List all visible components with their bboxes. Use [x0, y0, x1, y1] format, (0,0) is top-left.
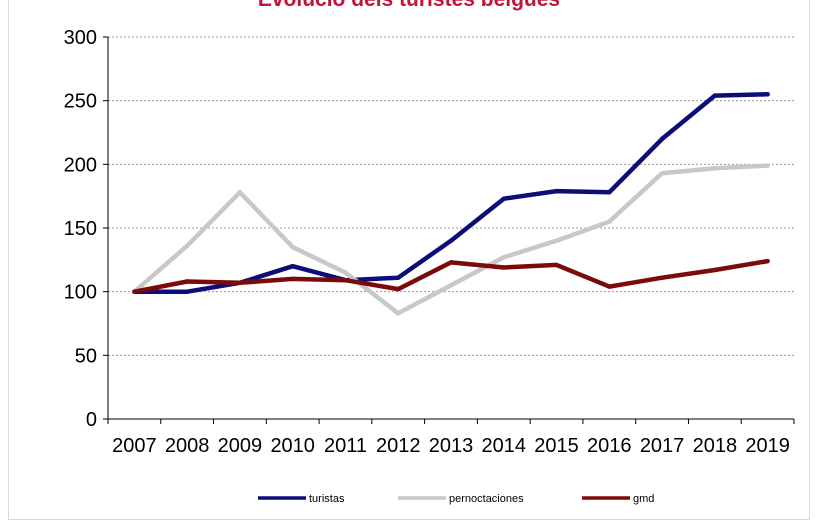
data-point-turistas — [712, 93, 718, 98]
x-tick-label: 2019 — [745, 435, 790, 457]
series-lines — [132, 92, 770, 316]
y-tick-label: 200 — [64, 154, 97, 176]
x-tick-label: 2018 — [693, 435, 738, 457]
legend-label-gmd: gmd — [633, 493, 654, 505]
data-point-gmd — [765, 258, 770, 264]
data-point-pernoctaciones — [290, 244, 295, 250]
legend-label-turistas: turistas — [309, 493, 345, 505]
y-tick-label: 250 — [64, 91, 97, 113]
axes: 0 50 100 150 200 250 300 2007 2008 2009 2010 2011 20… — [64, 27, 795, 457]
data-point-turistas — [501, 196, 506, 201]
data-point-gmd — [607, 284, 612, 289]
legend-label-pernoctaciones: pernoctaciones — [449, 493, 524, 505]
x-tick-label: 2016 — [587, 435, 632, 457]
y-tick-label: 50 — [75, 345, 97, 367]
data-point-pernoctaciones — [659, 171, 665, 176]
data-point-pernoctaciones — [396, 311, 401, 316]
data-point-pernoctaciones — [343, 270, 348, 275]
chart-frame — [8, 0, 810, 520]
y-tick-label: 100 — [64, 282, 97, 304]
gridlines — [108, 36, 794, 356]
chart-title: Evolució dels turistes belgues — [0, 0, 818, 12]
x-tick-label: 2010 — [270, 435, 315, 457]
x-tick-label: 2014 — [482, 435, 527, 457]
x-tick-label: 2012 — [376, 435, 421, 457]
data-point-turistas — [765, 92, 770, 97]
x-tick-label: 2013 — [429, 435, 474, 457]
x-tick-label: 2009 — [218, 435, 263, 457]
data-point-gmd — [712, 267, 718, 273]
y-tick-label: 300 — [64, 27, 97, 49]
data-point-gmd — [237, 280, 243, 285]
legend: turistas pernoctaciones gmd — [258, 493, 654, 505]
data-point-pernoctaciones — [554, 238, 559, 243]
data-point-turistas — [290, 264, 295, 269]
data-point-gmd — [554, 262, 559, 268]
x-tick-label: 2011 — [324, 435, 367, 457]
data-point-gmd — [448, 260, 454, 265]
data-point-pernoctaciones — [448, 283, 454, 288]
x-tick-label: 2015 — [534, 435, 579, 457]
data-point-gmd — [501, 265, 506, 270]
data-point-turistas — [396, 275, 401, 280]
data-point-pernoctaciones — [765, 163, 770, 168]
data-point-turistas — [448, 238, 454, 243]
data-point-turistas — [659, 136, 665, 142]
data-point-turistas — [554, 188, 559, 194]
data-point-gmd — [659, 275, 665, 280]
data-point-pernoctaciones — [237, 190, 243, 195]
data-point-pernoctaciones — [184, 243, 190, 249]
data-point-gmd — [132, 289, 137, 294]
data-point-turistas — [184, 289, 190, 294]
data-point-gmd — [396, 286, 401, 292]
data-point-pernoctaciones — [501, 255, 506, 260]
x-tick-label: 2017 — [640, 435, 685, 457]
data-point-gmd — [343, 278, 348, 283]
data-point-pernoctaciones — [607, 219, 612, 224]
y-tick-label: 150 — [64, 218, 97, 240]
data-point-pernoctaciones — [712, 165, 718, 171]
y-tick-label: 0 — [86, 409, 97, 431]
data-point-gmd — [290, 276, 295, 282]
x-tick-label: 2008 — [165, 435, 210, 457]
x-tick-label: 2007 — [112, 435, 157, 457]
data-point-gmd — [184, 279, 190, 284]
data-point-turistas — [607, 190, 612, 195]
